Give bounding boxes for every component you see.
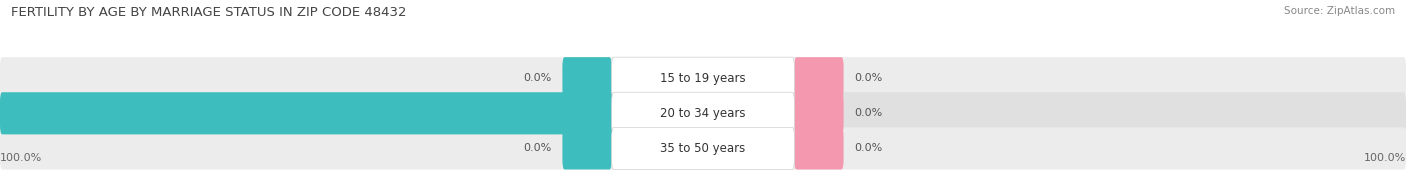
Text: 20 to 34 years: 20 to 34 years [661, 107, 745, 120]
Text: 0.0%: 0.0% [855, 108, 883, 118]
Text: 0.0%: 0.0% [855, 143, 883, 153]
Text: 0.0%: 0.0% [523, 73, 551, 83]
Text: 100.0%: 100.0% [0, 153, 42, 163]
FancyBboxPatch shape [794, 92, 844, 134]
Text: FERTILITY BY AGE BY MARRIAGE STATUS IN ZIP CODE 48432: FERTILITY BY AGE BY MARRIAGE STATUS IN Z… [11, 6, 406, 19]
FancyBboxPatch shape [0, 92, 1406, 134]
FancyBboxPatch shape [0, 92, 703, 134]
FancyBboxPatch shape [612, 92, 794, 134]
Text: 35 to 50 years: 35 to 50 years [661, 142, 745, 155]
FancyBboxPatch shape [612, 57, 794, 99]
Text: 100.0%: 100.0% [1364, 153, 1406, 163]
Text: 15 to 19 years: 15 to 19 years [661, 72, 745, 85]
FancyBboxPatch shape [0, 127, 1406, 170]
FancyBboxPatch shape [794, 127, 844, 170]
FancyBboxPatch shape [0, 57, 1406, 99]
FancyBboxPatch shape [612, 127, 794, 170]
Text: Source: ZipAtlas.com: Source: ZipAtlas.com [1284, 6, 1395, 16]
FancyBboxPatch shape [562, 57, 612, 99]
Text: 0.0%: 0.0% [855, 73, 883, 83]
FancyBboxPatch shape [562, 127, 612, 170]
Text: 0.0%: 0.0% [523, 143, 551, 153]
FancyBboxPatch shape [794, 57, 844, 99]
